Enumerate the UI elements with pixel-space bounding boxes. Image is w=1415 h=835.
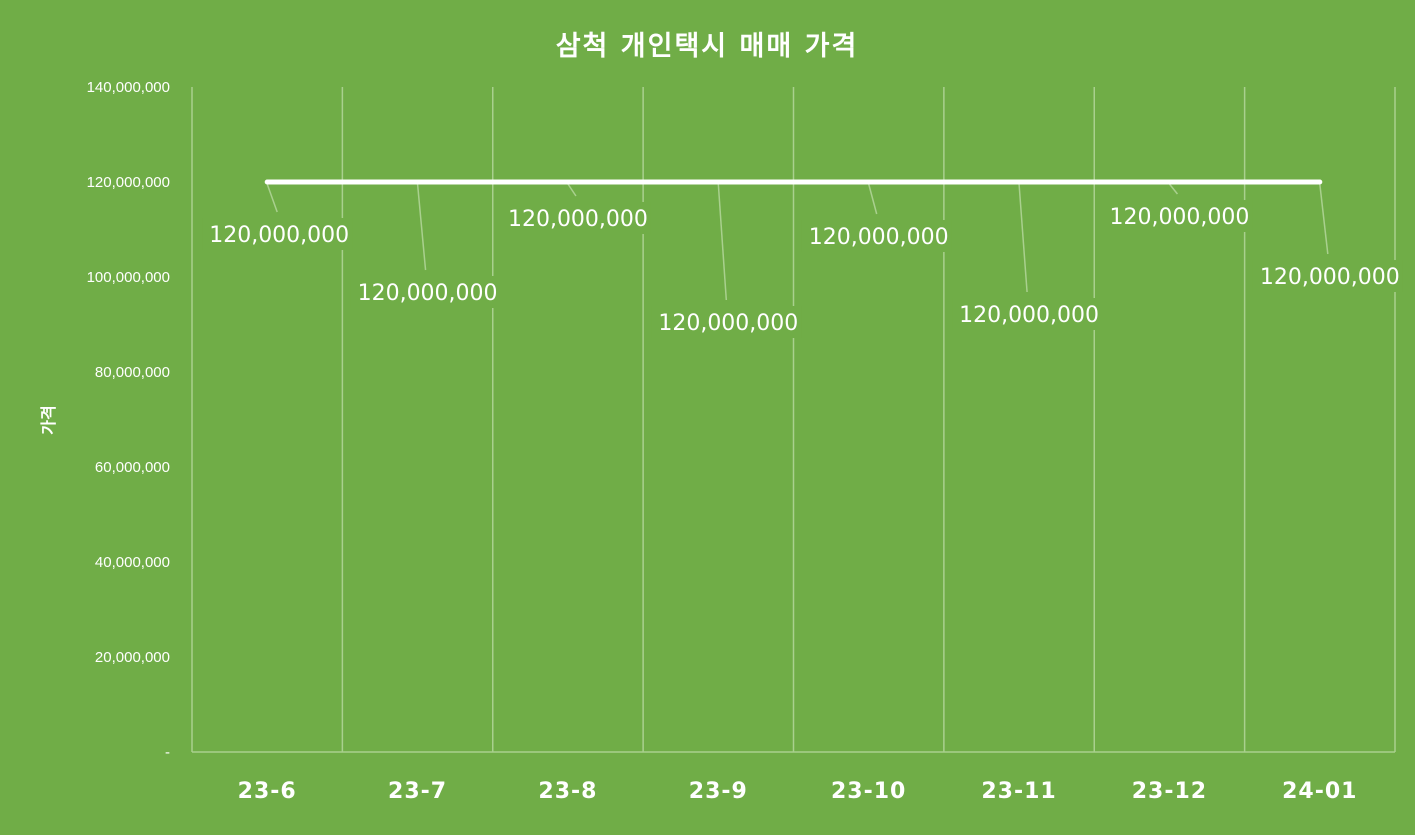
y-tick-label: 120,000,000 (87, 174, 170, 191)
x-tick-label: 23-6 (238, 779, 297, 804)
data-label: 120,000,000 (959, 303, 1099, 328)
data-label-leader (1018, 183, 1028, 293)
y-axis-label: 가격 (39, 405, 58, 434)
data-label-bg (952, 298, 1103, 330)
x-tick-label: 23-9 (689, 779, 748, 804)
data-label-bg (801, 220, 952, 252)
data-label: 120,000,000 (358, 281, 498, 306)
x-tick-label: 23-10 (831, 779, 906, 804)
data-label-leader (266, 183, 278, 213)
x-tick-label: 23-12 (1132, 779, 1207, 804)
y-tick-label: 140,000,000 (87, 79, 170, 96)
data-label-leader (567, 183, 577, 197)
data-label-leader (1319, 183, 1329, 255)
data-label-bg (202, 218, 353, 250)
x-tick-label: 23-11 (981, 779, 1056, 804)
y-tick-label: 60,000,000 (95, 459, 170, 476)
y-tick-label: 40,000,000 (95, 554, 170, 571)
data-label-bg (350, 276, 501, 308)
data-label-bg (651, 306, 802, 338)
x-axis-ticks: 23-6 23-7 23-8 23-9 23-10 23-11 23-12 24-01 (238, 779, 1357, 804)
data-label-leader (717, 183, 728, 301)
data-label: 120,000,000 (508, 207, 648, 232)
data-label: 120,000,000 (809, 225, 949, 250)
data-label-bg (1102, 200, 1253, 232)
data-label: 120,000,000 (658, 311, 798, 336)
y-tick-label: 100,000,000 (87, 269, 170, 286)
data-label-leader (416, 183, 427, 271)
x-tick-label: 23-8 (538, 779, 597, 804)
data-label-leader (1168, 183, 1179, 195)
y-axis-ticks: - 20,000,000 40,000,000 60,000,000 80,000,00… (87, 79, 170, 761)
y-tick-label: 20,000,000 (95, 649, 170, 666)
data-label-bg (500, 202, 651, 234)
x-tick-label: 24-01 (1282, 779, 1357, 804)
x-tick-label: 23-7 (388, 779, 447, 804)
y-tick-label: - (165, 744, 170, 761)
data-label: 120,000,000 (1109, 205, 1249, 230)
data-label-leaders (266, 183, 1329, 301)
data-label-bg (1252, 260, 1403, 292)
data-labels: 120,000,000 120,000,000 120,000,000 120,000… (202, 200, 1403, 338)
chart-title: 삼척 개인택시 매매 가격 (556, 31, 859, 62)
data-label: 120,000,000 (1260, 265, 1400, 290)
y-tick-label: 80,000,000 (95, 364, 170, 381)
grid-lines (191, 87, 1396, 753)
data-label: 120,000,000 (209, 223, 349, 248)
data-label-leader (867, 183, 878, 215)
